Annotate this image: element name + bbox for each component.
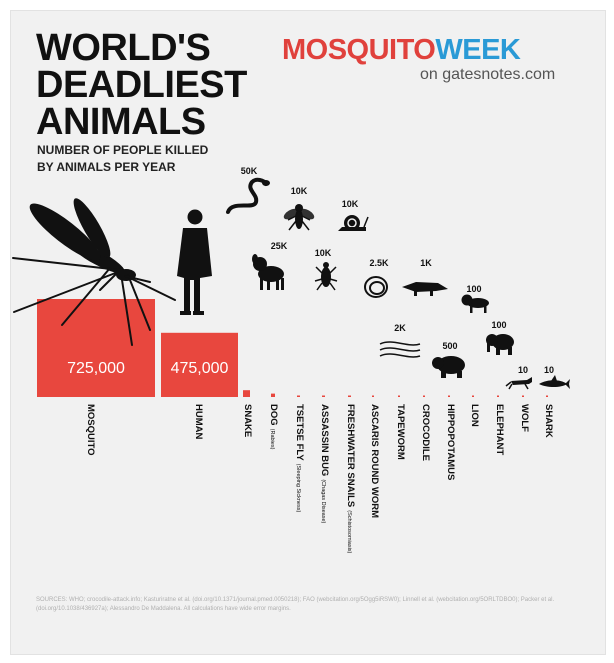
- brand-part-mosquito: MOSQUITO: [282, 34, 436, 66]
- bar-wolf: [522, 395, 524, 397]
- elephant-icon: [486, 334, 514, 355]
- category-label: CROCODILE: [420, 404, 431, 461]
- human-icon: [177, 209, 212, 315]
- bar-assassin-bug: [322, 395, 325, 397]
- snail-icon: [338, 215, 369, 231]
- bar-dog: [271, 393, 275, 397]
- value-label: 10K: [315, 248, 332, 258]
- chart-title: WORLD'S DEADLIEST ANIMALS: [36, 27, 247, 143]
- value-label: 475,000: [171, 360, 229, 377]
- value-label: 100: [466, 284, 481, 294]
- category-label: HUMAN: [193, 404, 204, 439]
- mosquito-icon: [12, 198, 176, 346]
- value-label: 1K: [420, 258, 432, 268]
- bar-human: [161, 332, 238, 397]
- category-label: ASCARIS ROUND WORM: [369, 404, 380, 518]
- category-label: FRESHWATER SNAILS(Schistosomiasis): [345, 404, 356, 554]
- value-label: 10: [544, 365, 554, 375]
- bar-mosquito: [37, 299, 155, 397]
- bar-crocodile: [423, 395, 425, 397]
- category-label: SHARK: [543, 404, 554, 438]
- lion-icon: [461, 294, 489, 313]
- category-label: ELEPHANT: [494, 404, 505, 455]
- snake-icon: [226, 177, 270, 214]
- bar-tapeworm: [398, 395, 400, 397]
- value-label: 100: [491, 320, 506, 330]
- bar-hippopotamus: [448, 395, 450, 397]
- crocodile-icon: [402, 282, 448, 296]
- value-label: 10: [518, 365, 528, 375]
- dog-icon: [252, 254, 284, 290]
- value-label: 500: [442, 341, 457, 351]
- value-label: 10K: [342, 199, 359, 209]
- value-label: 25K: [271, 241, 288, 251]
- bar-snake: [243, 390, 250, 397]
- category-label: DOG(Rabies): [268, 404, 279, 450]
- brand-subtitle: on gatesnotes.com: [420, 66, 556, 83]
- value-label: 10K: [291, 186, 308, 196]
- category-label: TSETSE FLY(Sleeping Sickness): [294, 404, 305, 512]
- category-label: MOSQUITO: [85, 404, 96, 456]
- category-label: ASSASSIN BUG(Chagas Disease): [319, 404, 330, 524]
- brand-part-week: WEEK: [435, 34, 521, 66]
- roundworm-icon: [364, 276, 388, 298]
- category-label: WOLF: [519, 404, 530, 432]
- brand-logo: MOSQUITOWEEK: [282, 34, 521, 67]
- category-label: TAPEWORM: [395, 404, 406, 460]
- value-label: 725,000: [67, 360, 125, 377]
- value-label: 2K: [394, 323, 406, 333]
- category-label: SNAKE: [242, 404, 253, 437]
- bar-lion: [472, 395, 474, 397]
- assassin-bug-icon: [314, 262, 338, 291]
- sources-note: SOURCES: WHO; crocodile-attack.info; Kas…: [36, 597, 555, 612]
- bar-elephant: [497, 395, 499, 397]
- bar-freshwater-snails: [348, 395, 351, 397]
- category-label: HIPPOPOTAMUS: [445, 404, 456, 480]
- category-label: LION: [469, 404, 480, 427]
- hippo-icon: [432, 356, 465, 378]
- shark-icon: [539, 375, 570, 389]
- bar-shark: [546, 395, 548, 397]
- chart-subtitle: NUMBER OF PEOPLE KILLED BY ANIMALS PER Y…: [37, 143, 209, 174]
- value-label: 2.5K: [369, 258, 389, 268]
- value-label: 50K: [241, 166, 258, 176]
- bar-tsetse-fly: [297, 395, 300, 397]
- wolf-icon: [505, 377, 532, 390]
- bar-ascaris-round-worm: [372, 395, 374, 397]
- tapeworm-icon: [379, 341, 421, 358]
- tsetse-fly-icon: [283, 204, 315, 231]
